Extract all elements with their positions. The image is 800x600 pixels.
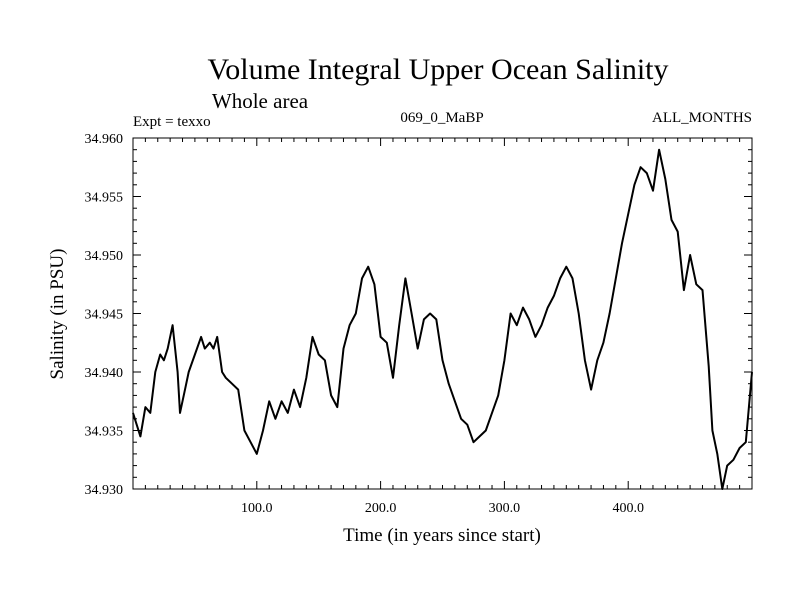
ticks-layer [133,138,752,489]
y-tick-label: 34.945 [85,308,124,323]
y-tick-label: 34.950 [85,249,124,264]
y-axis-label: Salinity (in PSU) [47,249,68,380]
y-tick-label: 34.940 [85,366,124,381]
chart-title: Volume Integral Upper Ocean Salinity [208,53,669,86]
x-tick-label: 100.0 [241,501,273,516]
x-axis-label: Time (in years since start) [343,525,541,546]
tick-labels-layer: 100.0 200.0 300.0 400.0 34.930 34.935 34.940 34… [85,132,644,516]
x-tick-label: 200.0 [365,501,397,516]
x-tick-label: 300.0 [489,501,521,516]
chart-subtitle: Whole area [212,89,309,113]
x-tick-label: 400.0 [612,501,644,516]
y-tick-label: 34.960 [85,132,124,147]
y-tick-label: 34.930 [85,483,124,498]
plot-frame [132,137,753,490]
experiment-label: Expt = texxo [133,114,211,130]
run-id-label: 069_0_MaBP [400,110,483,126]
salinity-series-line [132,148,753,490]
y-tick-label: 34.935 [85,425,124,440]
y-tick-label: 34.955 [85,191,124,206]
months-label: ALL_MONTHS [652,110,752,126]
